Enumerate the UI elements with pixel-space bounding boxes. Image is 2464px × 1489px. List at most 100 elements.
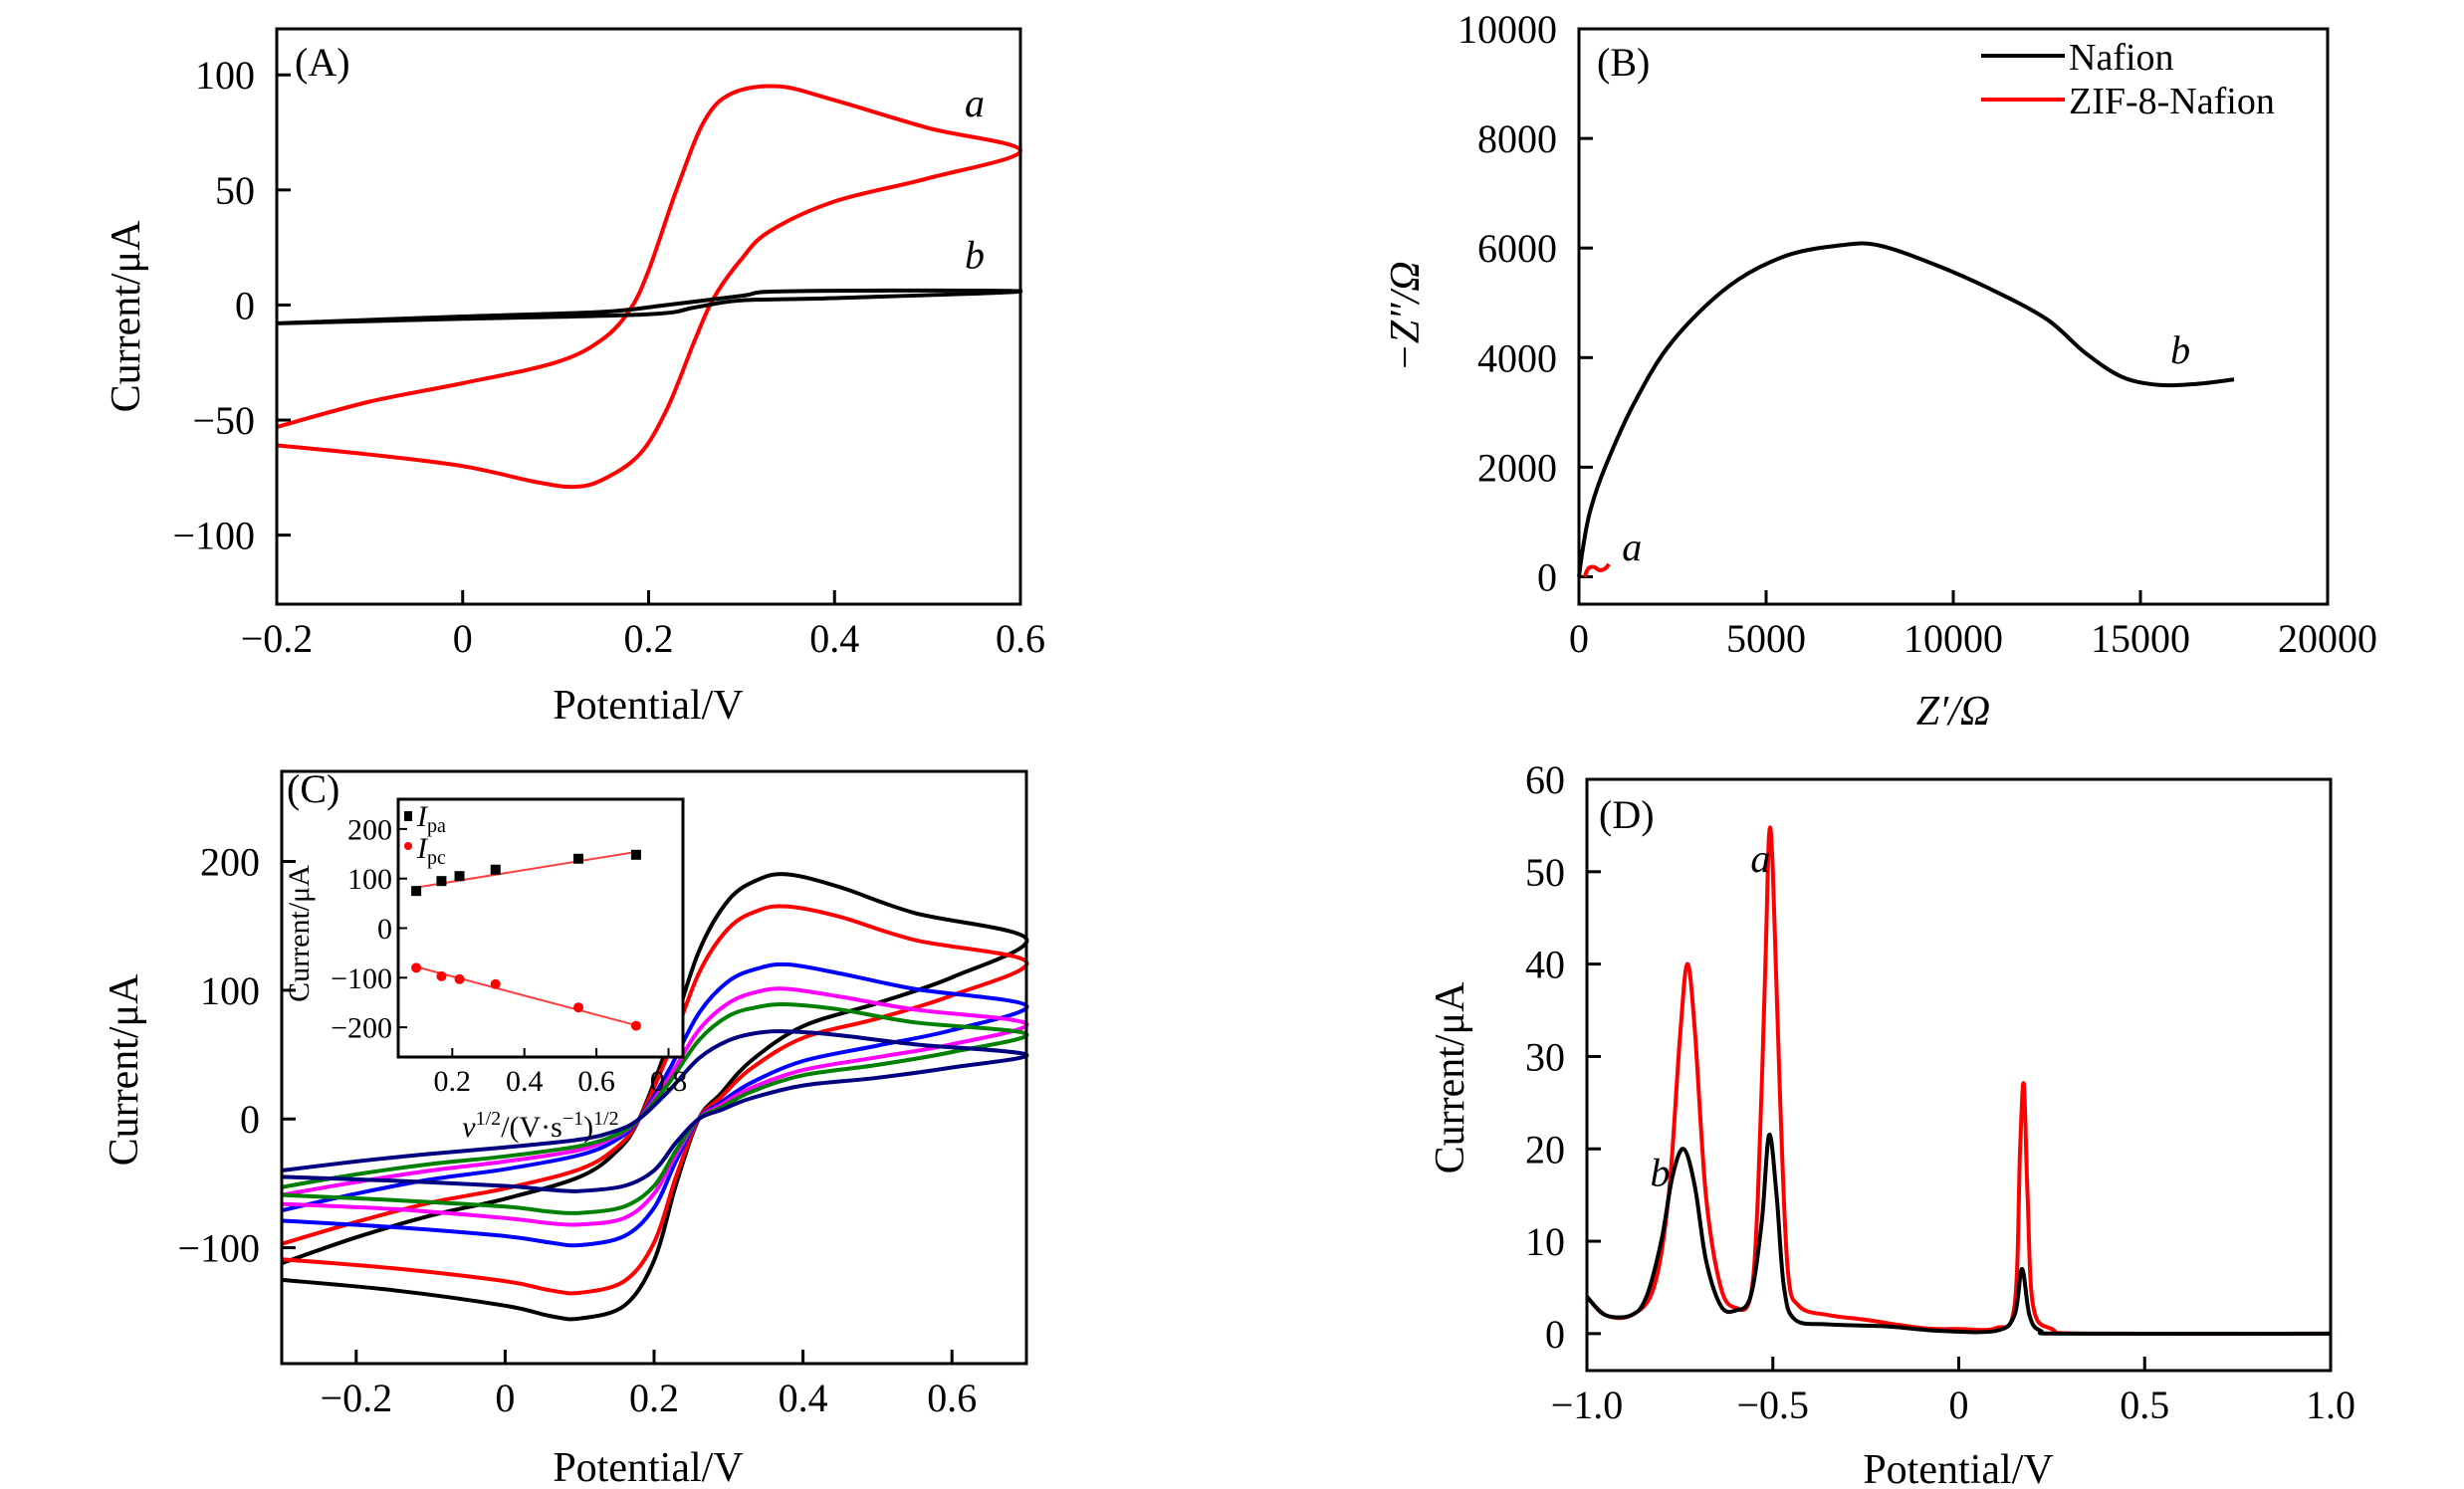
panel-c-xtick-label: −0.2 [321, 1376, 393, 1420]
panel-d-curve-b [1585, 1133, 2332, 1337]
inset-fit-line-ipa [415, 850, 640, 889]
inset-legend: Ipa Ipc [404, 800, 446, 869]
panel-a-xtick-label: 0.6 [996, 616, 1045, 661]
panel-b-curve-label-b: b [2170, 327, 2190, 372]
inset-point-ipc [411, 962, 422, 973]
inset-xtick-label: 0.6 [577, 1065, 615, 1098]
inset-background [398, 799, 683, 1057]
panel-a-ylabel: Current/μA [104, 220, 149, 412]
panel-b-xtick-label: 0 [1569, 616, 1589, 661]
panel-d-ytick-label: 0 [1545, 1312, 1565, 1357]
panel-a-curve-label-b: b [965, 232, 985, 277]
panel-d-ytick-label: 20 [1525, 1127, 1565, 1171]
inset-ytick-label: −100 [331, 962, 392, 995]
panel-b-legend: Nafion ZIF-8-Nafion [1981, 37, 2275, 122]
panel-c-xtick-label: 0.4 [779, 1376, 828, 1420]
panel-c-ytick-label: 0 [240, 1097, 260, 1142]
inset-point-ipc [490, 978, 501, 989]
panel-a-ytick-label: 100 [195, 53, 255, 98]
inset-ylabel: Current/μA [283, 865, 316, 1002]
panel-d-xlabel: Potential/V [1863, 1447, 2053, 1489]
panel-b-xtick-label: 15000 [2091, 616, 2190, 661]
panel-b-xtick-label: 10000 [1904, 616, 2003, 661]
inset-xlabel: v1/2/(V·s−1)1/2 [462, 1108, 618, 1144]
panel-c-frame [280, 769, 1028, 1366]
panel-d-xtick-label: −0.5 [1736, 1383, 1809, 1427]
panel-b-curve-a [1582, 562, 1611, 578]
panel-d-ytick-label: 60 [1525, 757, 1565, 802]
panel-d-ytick-label: 50 [1525, 850, 1565, 895]
panel-a-ytick-label: −50 [192, 398, 255, 443]
panel-a-tag: (A) [295, 40, 350, 85]
panel-a-xtick-label: 0 [453, 616, 473, 661]
inset-point-ipa [630, 849, 641, 860]
panel-b-ytick-label: 0 [1537, 554, 1557, 599]
panel-d-xtick-label: 0 [1949, 1383, 1969, 1427]
panel-d-xtick-label: 0.5 [2120, 1383, 2169, 1427]
inset-ytick-label: 200 [347, 813, 392, 846]
panel-a-ytick-label: 50 [215, 168, 255, 213]
inset-point-ipa [573, 853, 584, 864]
panel-d-frame [1585, 777, 2333, 1373]
legend-label-ipc: Ipc [416, 832, 446, 869]
panel-d-ytick-label: 10 [1525, 1219, 1565, 1264]
panel-a-xlabel: Potential/V [553, 683, 743, 729]
panel-d-xtick-label: 1.0 [2306, 1383, 2355, 1427]
panel-a-curve-a [276, 84, 1022, 490]
panel-d-ytick-label: 30 [1525, 1034, 1565, 1079]
inset-ytick-label: 100 [347, 863, 392, 896]
inset-fit-line-ipc [415, 965, 640, 1028]
panel-d-curve-label-a: a [1750, 836, 1770, 881]
panel-a-xtick-label: 0.4 [809, 616, 859, 661]
panel-b-ylabel: −Z″/Ω [1383, 261, 1429, 371]
legend-marker-ipa [404, 811, 412, 821]
legend-marker-ipc [404, 842, 412, 850]
inset-point-ipa [436, 876, 447, 887]
panel-d-plot: −1.0 −0.5 0 0.5 1.0 0 10 20 30 40 50 60 a b [1525, 757, 2355, 1427]
inset-xtick-label: 0.2 [434, 1065, 472, 1098]
panel-d-xtick-label: −1.0 [1551, 1383, 1624, 1427]
inset-point-ipa [411, 886, 422, 897]
panel-b-ytick-label: 2000 [1477, 445, 1557, 490]
panel-a-xtick-label: 0.2 [624, 616, 674, 661]
panel-b-ytick-label: 8000 [1477, 116, 1557, 161]
panel-b-plot: 0 5000 10000 15000 20000 0 2000 4000 6000 8000 100… [1457, 7, 2377, 661]
panel-c-ytick-label: 200 [200, 840, 260, 885]
panel-b-curve-b [1577, 241, 2235, 577]
panel-d-curve-label-b: b [1650, 1150, 1670, 1194]
inset-frame [396, 797, 685, 1059]
panel-a-plot: −0.2 0 0.2 0.4 0.6 −100 −50 0 50 100 a b [172, 53, 1045, 661]
panel-c-ylabel: Current/μA [102, 973, 147, 1166]
inset-point-ipc [454, 973, 465, 984]
panel-c-xtick-label: 0.6 [927, 1376, 977, 1420]
panel-c-tag: (C) [287, 766, 339, 811]
inset-point-ipa [490, 864, 501, 875]
panel-a-ytick-label: 0 [235, 283, 255, 327]
panel-b-tag: (B) [1597, 40, 1650, 85]
legend-label-zif8-nafion: ZIF-8-Nafion [2069, 81, 2275, 122]
panel-a-curve-b [276, 288, 1023, 325]
panel-b-xlabel: Z′/Ω [1916, 689, 1991, 735]
panel-b-ytick-label: 4000 [1477, 335, 1557, 380]
panel-d-ylabel: Current/μA [1428, 981, 1473, 1173]
inset-plot: 0.2 0.4 0.6 0.8 −200 −100 0 100 200 [331, 813, 687, 1098]
panel-b-curve-label-a: a [1622, 525, 1642, 569]
panel-d-ytick-label: 40 [1525, 943, 1565, 987]
inset-point-ipc [630, 1020, 641, 1031]
panel-c-xlabel: Potential/V [553, 1445, 743, 1489]
inset-ytick-label: −200 [331, 1012, 392, 1045]
inset-point-ipc [573, 1002, 584, 1013]
panel-a-xtick-label: −0.2 [241, 616, 314, 661]
panel-b-xtick-label: 5000 [1726, 616, 1806, 661]
panel-c-ytick-label: −100 [177, 1226, 260, 1271]
panel-d-tag: (D) [1599, 792, 1655, 837]
legend-label-nafion: Nafion [2069, 37, 2174, 79]
panel-b-ytick-label: 6000 [1477, 226, 1557, 271]
panel-c-xtick-label: 0.2 [629, 1376, 679, 1420]
panel-a-frame [275, 27, 1022, 606]
panel-b-frame [1577, 27, 2330, 606]
inset-point-ipa [454, 871, 465, 882]
inset-xtick-label: 0.8 [650, 1065, 688, 1098]
panel-a-curve-label-a: a [965, 81, 985, 125]
